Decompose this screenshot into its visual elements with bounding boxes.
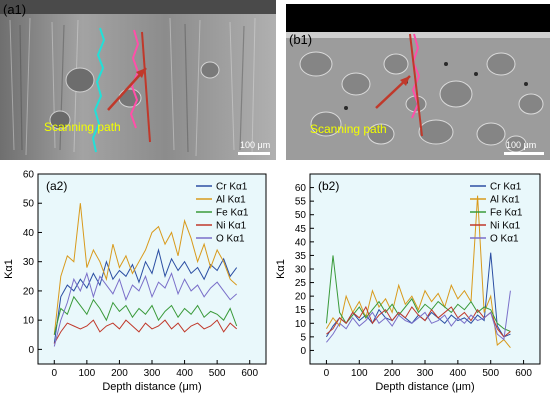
legend-label-0: Cr Kα1: [490, 182, 522, 193]
legend-label-4: O Kα1: [216, 234, 245, 245]
series-line-ni: [53, 319, 238, 344]
y-tick-label-4: 20: [295, 292, 307, 303]
x-tick-label-4: 400: [176, 368, 193, 379]
legend-label-0: Cr Kα1: [216, 182, 248, 193]
line-chart-a2: 0 100 200 300 400 500 600 0 10 20 30 40 50 60 Depth di…: [3, 170, 267, 393]
scan-line-a1: [141, 31, 151, 143]
x-tick-label-2: 200: [111, 368, 128, 379]
legend-label-1: Al Kα1: [490, 195, 520, 206]
series-line-o: [53, 271, 238, 347]
y-tick-label-3: 15: [295, 305, 307, 316]
sem-micrograph-a1: [0, 0, 276, 160]
x-tick-label-6: 600: [241, 368, 258, 379]
sem-image-b1: (b1) Scanning path 100 μm: [286, 4, 550, 160]
line-chart-b2: 0 100 200 300 400 500 600 0 5 10 15 20 25 30 35 40 45 50 5…: [276, 173, 541, 393]
x-tick-label-0: 0: [324, 368, 330, 379]
x-tick-label-5: 500: [209, 368, 226, 379]
series-line-fe: [53, 295, 238, 335]
y-tick-label-4: 40: [23, 228, 35, 239]
sem-image-a1: (a1) Scanning path 100 μm: [0, 0, 276, 160]
x-axis-label: Depth distance (μm): [375, 381, 474, 393]
x-tick-label-6: 600: [515, 368, 532, 379]
x-tick-label-4: 400: [450, 368, 467, 379]
scanning-path-label-b1: Scanning path: [310, 122, 387, 136]
legend-label-4: O Kα1: [490, 234, 519, 245]
panel-label-b1: (b1): [289, 32, 313, 47]
legend-label-1: Al Kα1: [216, 195, 246, 206]
x-axis-label: Depth distance (μm): [102, 381, 201, 393]
legend-label-2: Fe Kα1: [216, 208, 249, 219]
series-line-fe: [325, 255, 511, 332]
y-tick-label-2: 10: [295, 319, 307, 330]
y-tick-label-0: 0: [300, 346, 306, 357]
y-tick-label-6: 30: [295, 265, 307, 276]
y-tick-label-2: 20: [23, 286, 35, 297]
x-tick-label-0: 0: [52, 368, 58, 379]
y-tick-label-0: 0: [28, 345, 34, 356]
y-tick-label-8: 40: [295, 237, 307, 248]
series-line-al: [53, 203, 238, 335]
legend-label-3: Ni Kα1: [490, 221, 521, 232]
scanning-path-label-a1: Scanning path: [44, 120, 121, 134]
plot-area: [37, 173, 267, 365]
series-line-ni: [326, 305, 511, 338]
y-tick-label-11: 55: [295, 197, 307, 208]
legend-label-3: Ni Kα1: [216, 221, 247, 232]
y-axis-label: Kα1: [276, 259, 287, 279]
scalebar-label-a1: 100 μm: [240, 140, 271, 150]
y-tick-label-1: 10: [23, 316, 35, 327]
y-tick-label-9: 45: [295, 224, 307, 235]
x-tick-label-1: 100: [79, 368, 96, 379]
scalebar-a1: [238, 152, 270, 155]
y-tick-label-5: 50: [23, 199, 35, 210]
y-axis-label: Kα1: [3, 259, 15, 279]
y-tick-label-1: 5: [300, 332, 306, 343]
legend-label-2: Fe Kα1: [490, 208, 523, 219]
scan-line-b1: [409, 33, 423, 137]
x-tick-label-5: 500: [482, 368, 499, 379]
series-line-o: [326, 290, 511, 343]
x-tick-label-3: 300: [417, 368, 434, 379]
panel-label-a1: (a1): [3, 2, 27, 17]
series-line-al: [326, 195, 511, 349]
y-tick-label-10: 50: [295, 210, 307, 221]
x-tick-label-2: 200: [384, 368, 401, 379]
y-tick-label-3: 30: [23, 257, 35, 268]
series-line-cr: [53, 248, 238, 344]
panel-label: (a2): [46, 179, 67, 193]
scalebar-label-b1: 100 μm: [506, 140, 537, 150]
y-tick-label-12: 60: [295, 183, 307, 194]
y-tick-label-6: 60: [23, 170, 35, 181]
scalebar-b1: [504, 152, 544, 155]
x-tick-label-1: 100: [351, 368, 368, 379]
scan-trace-cyan-a1: [91, 27, 106, 153]
x-tick-label-3: 300: [144, 368, 161, 379]
sem-micrograph-b1: [286, 4, 550, 160]
y-tick-label-7: 35: [295, 251, 307, 262]
y-tick-label-5: 25: [295, 278, 307, 289]
panel-label: (b2): [318, 179, 339, 193]
